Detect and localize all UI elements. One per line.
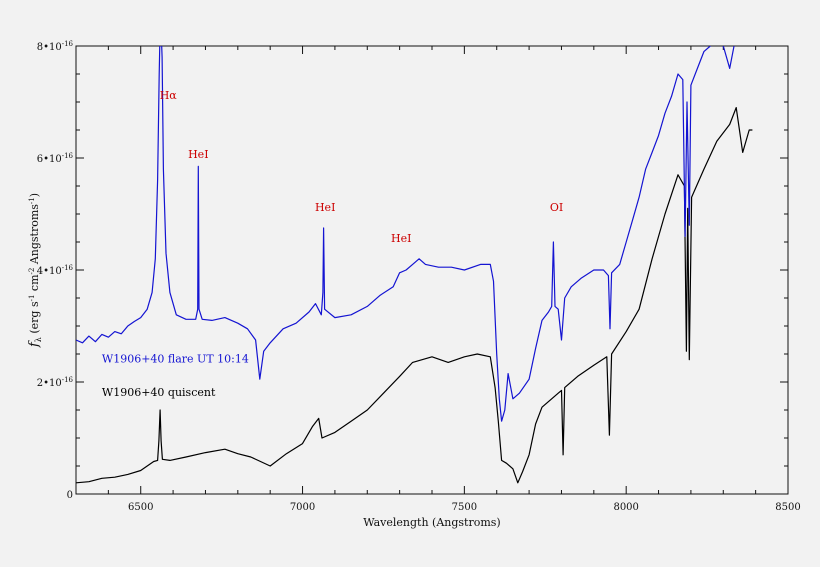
y-axis: 0 2•10-16 4•10-16 6•10-16 8•10-16 <box>37 40 788 501</box>
series-layer <box>76 46 753 484</box>
y-tick-label: 2•10-16 <box>37 376 74 389</box>
y-tick-label: 4•10-16 <box>37 264 74 277</box>
x-tick-label: 6500 <box>128 502 153 513</box>
series-label: W1906+40 flare UT 10:14 <box>102 352 249 365</box>
line-id-label: Hα <box>160 89 178 102</box>
legend-layer: W1906+40 flare UT 10:14 W1906+40 quiscent <box>102 352 249 399</box>
y-tick-label: 0 <box>67 490 73 501</box>
series-line <box>76 46 735 422</box>
y-axis-label: fλ (erg s-1 cm-2 Angstroms-1) <box>27 193 43 348</box>
line-id-label: OI <box>550 201 563 214</box>
x-tick-label: 7500 <box>452 502 477 513</box>
x-axis: 6500 7000 7500 8000 8500 <box>75 46 801 513</box>
y-tick-label: 6•10-16 <box>37 152 74 165</box>
line-id-label: HeI <box>315 201 335 214</box>
line-id-label: HeI <box>188 148 208 161</box>
x-tick-label: 8000 <box>613 502 638 513</box>
y-tick-label: 8•10-16 <box>37 40 74 53</box>
x-tick-label: 8500 <box>775 502 800 513</box>
series-label: W1906+40 quiscent <box>102 386 216 399</box>
plot-frame <box>75 45 789 495</box>
annotation-layer: Hα HeI HeI HeI OI <box>160 89 564 245</box>
line-id-label: HeI <box>391 232 411 245</box>
x-axis-label: Wavelength (Angstroms) <box>363 516 500 529</box>
x-tick-label: 7000 <box>290 502 315 513</box>
series-line <box>76 107 753 484</box>
